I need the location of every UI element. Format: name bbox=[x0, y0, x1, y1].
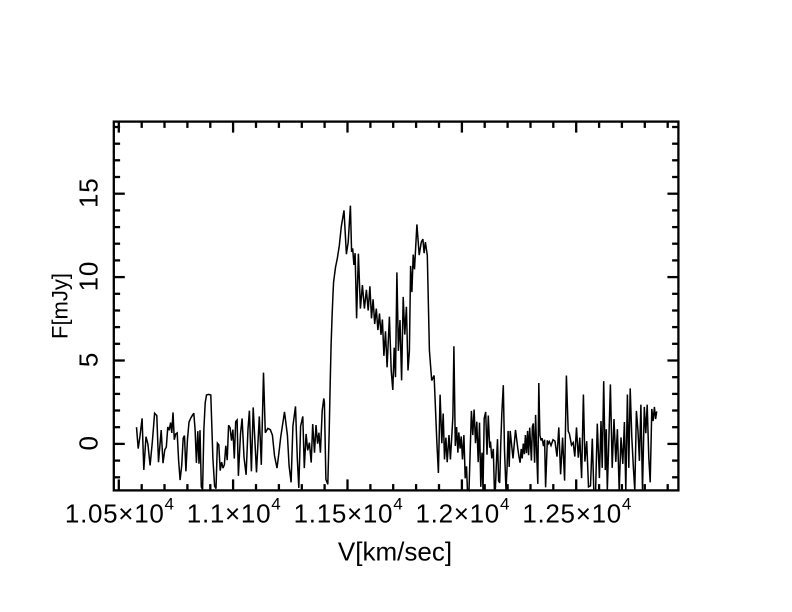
svg-text:15: 15 bbox=[74, 177, 104, 208]
svg-text:1.15×104: 1.15×104 bbox=[294, 494, 404, 528]
svg-text:1.25×104: 1.25×104 bbox=[522, 494, 632, 528]
svg-text:V[km/sec]: V[km/sec] bbox=[338, 536, 452, 566]
svg-text:5: 5 bbox=[74, 352, 104, 367]
svg-text:1.05×104: 1.05×104 bbox=[65, 494, 175, 528]
svg-text:1.2×104: 1.2×104 bbox=[415, 494, 510, 528]
svg-text:1.1×104: 1.1×104 bbox=[187, 494, 282, 528]
svg-text:10: 10 bbox=[74, 261, 104, 292]
svg-text:F[mJy]: F[mJy] bbox=[48, 273, 73, 339]
svg-text:0: 0 bbox=[74, 435, 104, 450]
